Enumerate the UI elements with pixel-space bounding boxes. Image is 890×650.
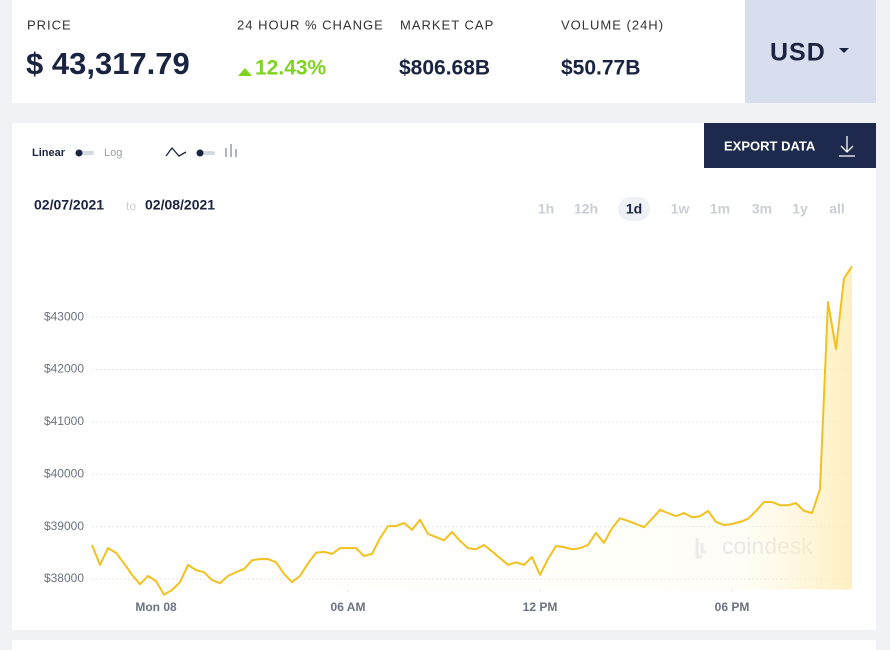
currency[interactable]: USD [770,39,826,67]
range-button[interactable]: 12h [574,201,598,217]
date-to: 02/08/2021 [145,197,215,213]
date-from: 02/07/2021 [34,197,104,213]
date-separator: to [126,199,136,213]
range-button[interactable]: 3m [752,201,772,217]
change: 12.43% [255,57,327,80]
scale-toggle-knob [75,149,83,157]
caret [839,48,849,53]
linear-option[interactable]: Linear [32,147,66,159]
range-button[interactable]: 1y [792,201,808,217]
price-line [91,265,853,596]
log-option[interactable]: Log [104,147,122,159]
price: $ 43,317.79 [26,46,190,81]
y-tick-label: $41000 [44,414,84,428]
change-label: 24 HOUR % CHANGE [237,17,384,32]
y-tick-label: $40000 [44,466,84,480]
currency-selector[interactable] [745,0,876,103]
bar-icon[interactable] [225,144,237,157]
stats-panel [12,0,745,103]
price-label: PRICE [27,17,72,32]
x-tick-label: 12 PM [523,600,558,614]
y-tick-label: $38000 [44,571,84,585]
range-selected-bg [618,197,650,221]
market-cap-label: MARKET CAP [400,17,494,32]
y-tick-label: $42000 [44,362,84,376]
volume-label: VOLUME (24H) [561,17,664,32]
range-button[interactable]: 1w [671,201,690,217]
bar-icon-part [230,144,232,157]
volume: $50.77B [561,57,640,80]
type-toggle-knob [196,149,204,157]
range-button[interactable]: all [829,201,845,217]
x-tick-label: Mon 08 [135,600,177,614]
bar-icon-part [225,148,227,157]
range-button[interactable]: 1m [710,201,730,217]
y-tick-label: $43000 [44,309,84,323]
next-panel [12,640,876,650]
bar-icon-part [235,149,237,157]
x-tick-label: 06 PM [715,600,750,614]
up-arrow [238,68,252,76]
x-tick-label: 06 AM [331,600,366,614]
area [92,266,852,595]
range-button[interactable]: 1d [626,201,642,217]
download-icon [839,136,855,157]
y-tick-label: $39000 [44,519,84,533]
range-button[interactable]: 1h [538,201,554,217]
line-icon[interactable] [165,146,187,157]
export-label: EXPORT DATA [724,138,816,153]
market-cap: $806.68B [399,57,490,80]
